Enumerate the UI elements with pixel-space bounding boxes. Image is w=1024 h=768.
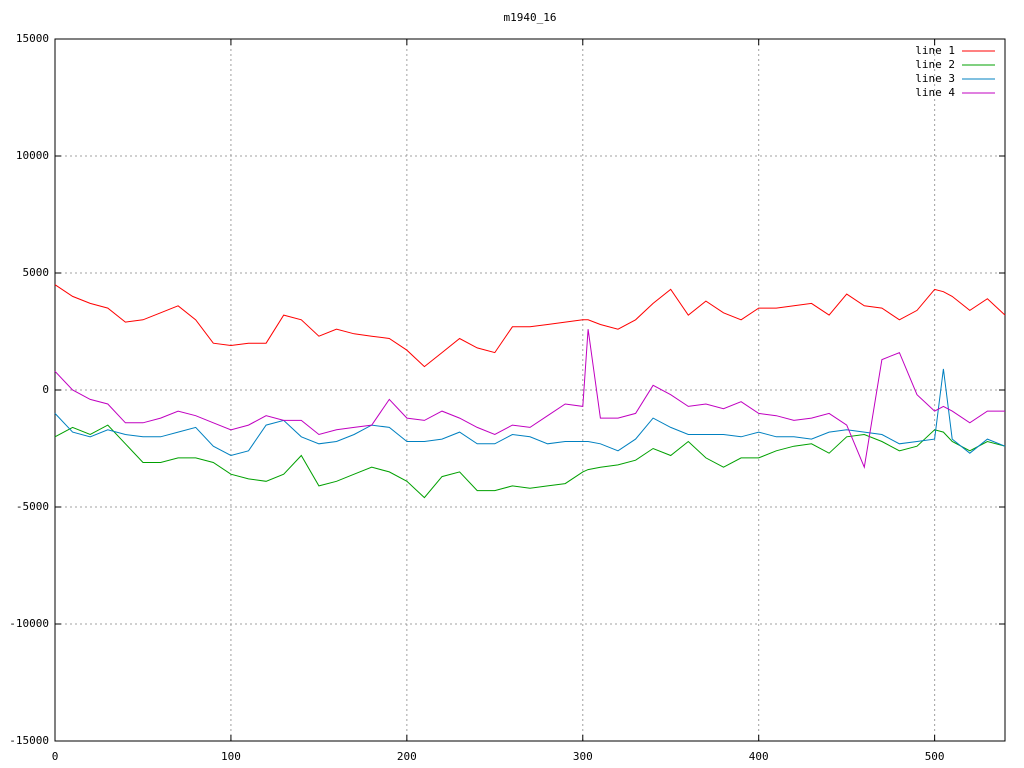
x-tick-label: 0 xyxy=(52,750,59,763)
legend-label: line 4 xyxy=(915,86,955,99)
y-tick-label: 0 xyxy=(42,383,49,396)
series-line xyxy=(54,329,1005,470)
y-tick-label: 15000 xyxy=(16,32,49,45)
legend-label: line 2 xyxy=(915,58,955,71)
legend-label: line 1 xyxy=(915,44,955,57)
y-tick-label: -15000 xyxy=(9,734,49,747)
x-tick-label: 100 xyxy=(221,750,241,763)
y-tick-label: -5000 xyxy=(16,500,49,513)
x-tick-label: 400 xyxy=(749,750,769,763)
chart-title: m1940_16 xyxy=(504,11,557,24)
y-tick-label: -10000 xyxy=(9,617,49,630)
x-tick-label: 300 xyxy=(573,750,593,763)
plot-frame xyxy=(54,38,1006,742)
x-tick-label: 200 xyxy=(397,750,417,763)
legend-label: line 3 xyxy=(915,72,955,85)
series-line xyxy=(54,368,1006,457)
series-line xyxy=(54,284,1006,368)
series-line xyxy=(54,424,1006,499)
y-tick-label: 10000 xyxy=(16,149,49,162)
y-tick-label: 5000 xyxy=(23,266,50,279)
x-tick-label: 500 xyxy=(925,750,945,763)
